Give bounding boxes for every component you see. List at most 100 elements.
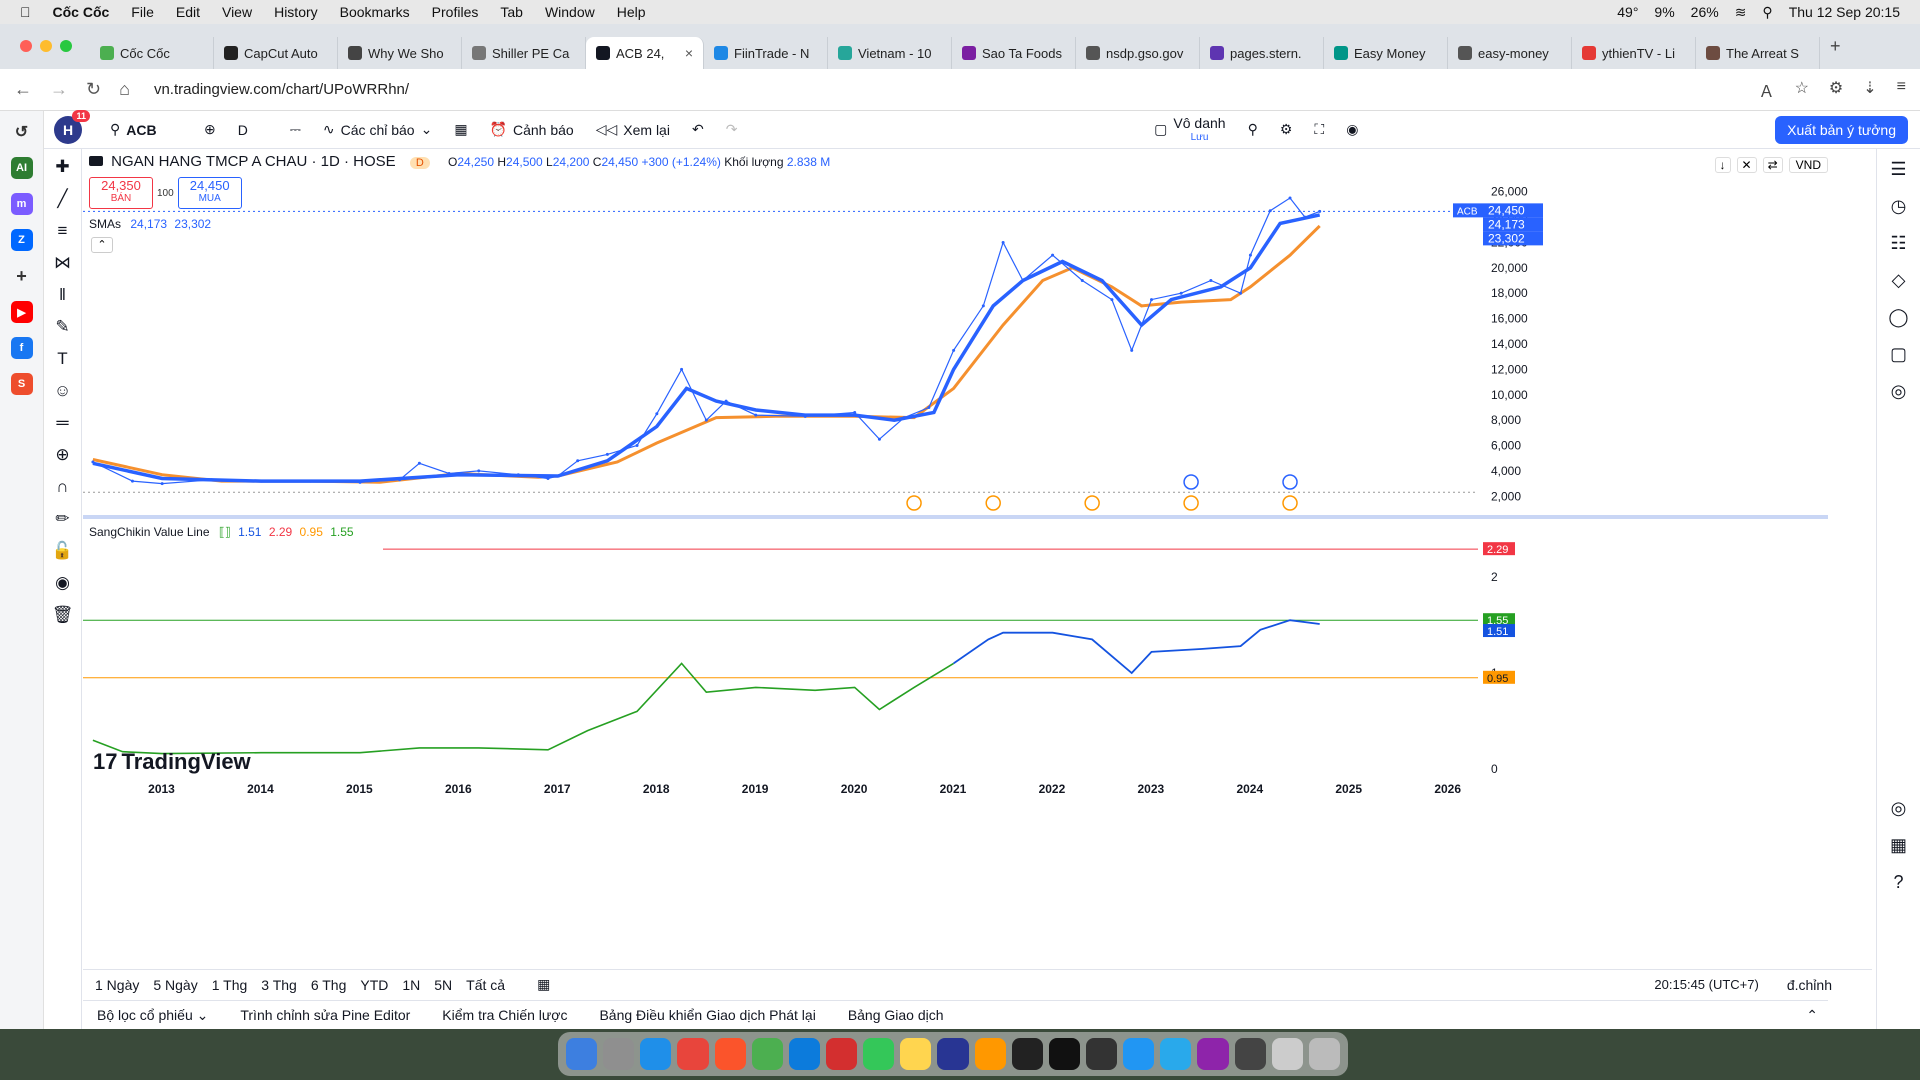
- dividend-event-marker[interactable]: [906, 495, 922, 511]
- price-point[interactable]: [130, 479, 134, 483]
- settings-gear-icon[interactable]: ⚙: [1279, 121, 1293, 137]
- price-point[interactable]: [1288, 196, 1292, 200]
- menu-help[interactable]: Help: [606, 4, 646, 20]
- chart-canvas[interactable]: 26,00024,00022,00020,00018,00016,00014,0…: [83, 149, 1828, 969]
- close-pane-icon[interactable]: ✕: [1736, 157, 1757, 173]
- download-chart-icon[interactable]: ↓: [1714, 157, 1731, 173]
- range-5d[interactable]: 5 Ngày: [153, 976, 198, 993]
- browser-tab[interactable]: Cốc Cốc: [90, 37, 214, 69]
- price-point[interactable]: [516, 473, 520, 477]
- minimize-window-button[interactable]: [40, 40, 52, 52]
- range-1m[interactable]: 1 Thg: [211, 976, 248, 993]
- close-tab-icon[interactable]: ×: [684, 45, 693, 61]
- price-point[interactable]: [605, 452, 609, 456]
- range-1y[interactable]: 1N: [402, 976, 421, 993]
- history-icon[interactable]: ↺: [14, 124, 29, 141]
- price-point[interactable]: [1130, 348, 1134, 352]
- user-avatar[interactable]: H 11: [54, 109, 90, 144]
- browser-tab[interactable]: Shiller PE Ca: [462, 37, 586, 69]
- undo-icon[interactable]: ↶: [691, 121, 704, 137]
- price-point[interactable]: [803, 414, 807, 418]
- messages-icon[interactable]: [863, 1038, 895, 1070]
- price-point[interactable]: [309, 479, 313, 483]
- browser-tab[interactable]: ythienTV - Li: [1572, 37, 1696, 69]
- symbol-title[interactable]: NGAN HANG TMCP A CHAU · 1D · HOSE: [111, 153, 396, 170]
- sketch-icon[interactable]: [974, 1038, 1006, 1070]
- browser-menu-icon[interactable]: ≡: [1896, 77, 1906, 95]
- price-point[interactable]: [477, 469, 481, 473]
- browser-tab[interactable]: Easy Money: [1324, 37, 1448, 69]
- lock-icon[interactable]: 🔓: [51, 541, 74, 560]
- price-point[interactable]: [635, 444, 639, 448]
- chart-clock[interactable]: 20:15:45 (UTC+7): [1654, 977, 1759, 992]
- price-point[interactable]: [1179, 291, 1183, 295]
- forecast-icon[interactable]: ‖: [58, 285, 67, 304]
- stocks-icon[interactable]: [937, 1038, 969, 1070]
- visibility-eye-icon[interactable]: ◉: [55, 573, 70, 592]
- ideas-bulb-icon[interactable]: ◯: [1888, 307, 1909, 327]
- close-window-button[interactable]: [20, 40, 32, 52]
- price-point[interactable]: [1051, 253, 1055, 257]
- fib-lines-icon[interactable]: ≡: [57, 221, 68, 240]
- layout-icon[interactable]: ▢: [1154, 120, 1168, 137]
- price-point[interactable]: [704, 418, 708, 422]
- forward-icon[interactable]: →: [50, 79, 68, 99]
- chart-type-icon[interactable]: ⎓: [289, 121, 301, 137]
- memory-status[interactable]: 26%: [1690, 4, 1719, 20]
- chat-icon[interactable]: ▢: [1889, 344, 1907, 364]
- viber-icon[interactable]: [1197, 1038, 1229, 1070]
- save-layout-label[interactable]: Lưu: [1190, 131, 1209, 143]
- menu-edit[interactable]: Edit: [165, 4, 200, 20]
- magnet-icon[interactable]: ∩: [56, 477, 69, 496]
- price-point[interactable]: [655, 412, 659, 416]
- browser-tab[interactable]: Vietnam - 10: [828, 37, 952, 69]
- price-point[interactable]: [1303, 215, 1307, 219]
- price-point[interactable]: [1001, 240, 1005, 244]
- pattern-icon[interactable]: ⋈: [54, 253, 71, 272]
- shield-icon[interactable]: [1234, 1038, 1266, 1070]
- collapse-panel-icon[interactable]: ⌃: [1806, 1006, 1818, 1023]
- alerts-clock-icon[interactable]: ◷: [1890, 196, 1907, 216]
- vivaldi-icon[interactable]: [825, 1038, 858, 1070]
- browser-tab[interactable]: FiinTrade - N: [704, 37, 828, 69]
- market-status-badge[interactable]: D: [409, 157, 430, 169]
- tab-strategy-tester[interactable]: Kiểm tra Chiến lược: [442, 1007, 568, 1023]
- price-point[interactable]: [877, 437, 881, 441]
- fullscreen-icon[interactable]: ⛶: [1314, 121, 1325, 137]
- clock-status[interactable]: Thu 12 Sep 20:15: [1788, 4, 1900, 20]
- menu-profiles[interactable]: Profiles: [421, 4, 479, 20]
- price-point[interactable]: [902, 416, 906, 420]
- capcut-icon[interactable]: [1048, 1038, 1080, 1070]
- price-point[interactable]: [91, 460, 95, 464]
- price-point[interactable]: [398, 478, 402, 482]
- price-point[interactable]: [1021, 279, 1025, 283]
- price-point[interactable]: [1110, 298, 1114, 302]
- dividend-event-marker[interactable]: [1183, 495, 1199, 511]
- cpu-usage-status[interactable]: 9%: [1654, 4, 1675, 20]
- download-icon[interactable]: ⇣: [1863, 79, 1877, 97]
- clapper-icon[interactable]: [1085, 1038, 1118, 1070]
- price-point[interactable]: [1080, 279, 1084, 283]
- browser-tab[interactable]: pages.stern.: [1200, 37, 1324, 69]
- collapse-legend-button[interactable]: ⌃: [91, 237, 113, 253]
- layers-icon[interactable]: ◇: [1891, 270, 1906, 290]
- tab-trading-panel[interactable]: Bảng Giao dịch: [847, 1007, 944, 1023]
- zoom-window-button[interactable]: [60, 40, 72, 52]
- price-point[interactable]: [1248, 253, 1252, 257]
- goto-date-icon[interactable]: ▦: [537, 976, 551, 992]
- browser-tab[interactable]: The Arreat S: [1696, 37, 1820, 69]
- browser-tab[interactable]: Sao Ta Foods: [952, 37, 1076, 69]
- bookmark-star-icon[interactable]: ☆: [1794, 79, 1809, 97]
- price-point[interactable]: [1150, 298, 1154, 302]
- range-ytd[interactable]: YTD: [360, 976, 389, 993]
- trendline-icon[interactable]: ╱: [57, 189, 68, 208]
- youtube-icon[interactable]: ▶: [10, 301, 33, 323]
- edge-icon[interactable]: [788, 1038, 820, 1070]
- extensions-icon[interactable]: ⚙: [1828, 79, 1844, 97]
- symbol-search[interactable]: ACB: [126, 121, 157, 138]
- redo-icon[interactable]: ↷: [725, 121, 738, 137]
- menu-window[interactable]: Window: [534, 4, 595, 20]
- tab-stock-screener[interactable]: Bộ lọc cổ phiếu ⌄: [97, 1006, 209, 1023]
- indicator-source-icon[interactable]: ⟦⟧: [218, 525, 231, 539]
- buy-button[interactable]: 24,450 MUA: [177, 177, 242, 209]
